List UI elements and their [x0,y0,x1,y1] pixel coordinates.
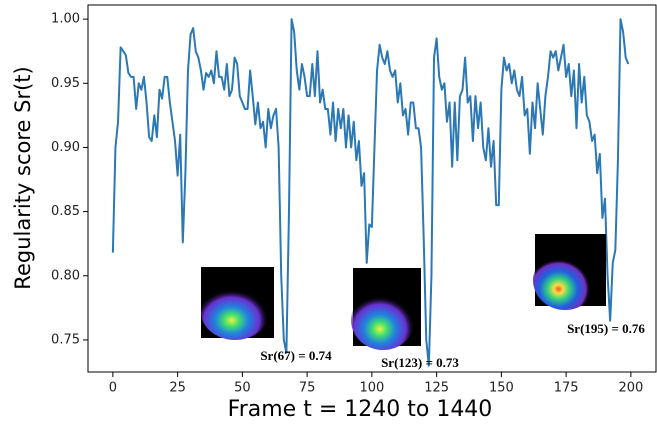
x-tick-label: 75 [299,381,316,396]
data-line [111,18,630,367]
inset-image [201,267,274,340]
x-tick-label: 150 [489,381,514,396]
x-tick-label: 100 [359,381,384,396]
y-tick-label: 0.90 [51,140,80,155]
axes-frame [87,4,657,373]
plot-area: 0 25 50 75 100 125 150 175 200 0.75 0.80 0.85 0.90 0.… [51,4,657,396]
inset-image [351,268,421,350]
x-tick-label: 25 [169,381,186,396]
annotation: Sr(123) = 0.73 [381,355,459,370]
x-tick-label: 175 [554,381,579,396]
annotation: Sr(67) = 0.74 [260,348,332,363]
y-tick-label: 0.75 [51,332,80,347]
x-tick-label: 50 [234,381,251,396]
annotation: Sr(195) = 0.76 [567,321,645,336]
x-tick-label: 200 [618,381,643,396]
x-axis-label: Frame t = 1240 to 1440 [228,397,493,422]
y-tick-label: 1.00 [51,12,80,27]
x-tick-label: 0 [109,381,117,396]
x-tick-label: 125 [424,381,449,396]
y-tick-label: 0.95 [51,76,80,91]
inset-image [533,234,606,310]
y-tick-label: 0.85 [51,204,80,219]
y-axis-label: Regularity score Sr(t) [11,66,35,289]
y-tick-label: 0.80 [51,268,80,283]
